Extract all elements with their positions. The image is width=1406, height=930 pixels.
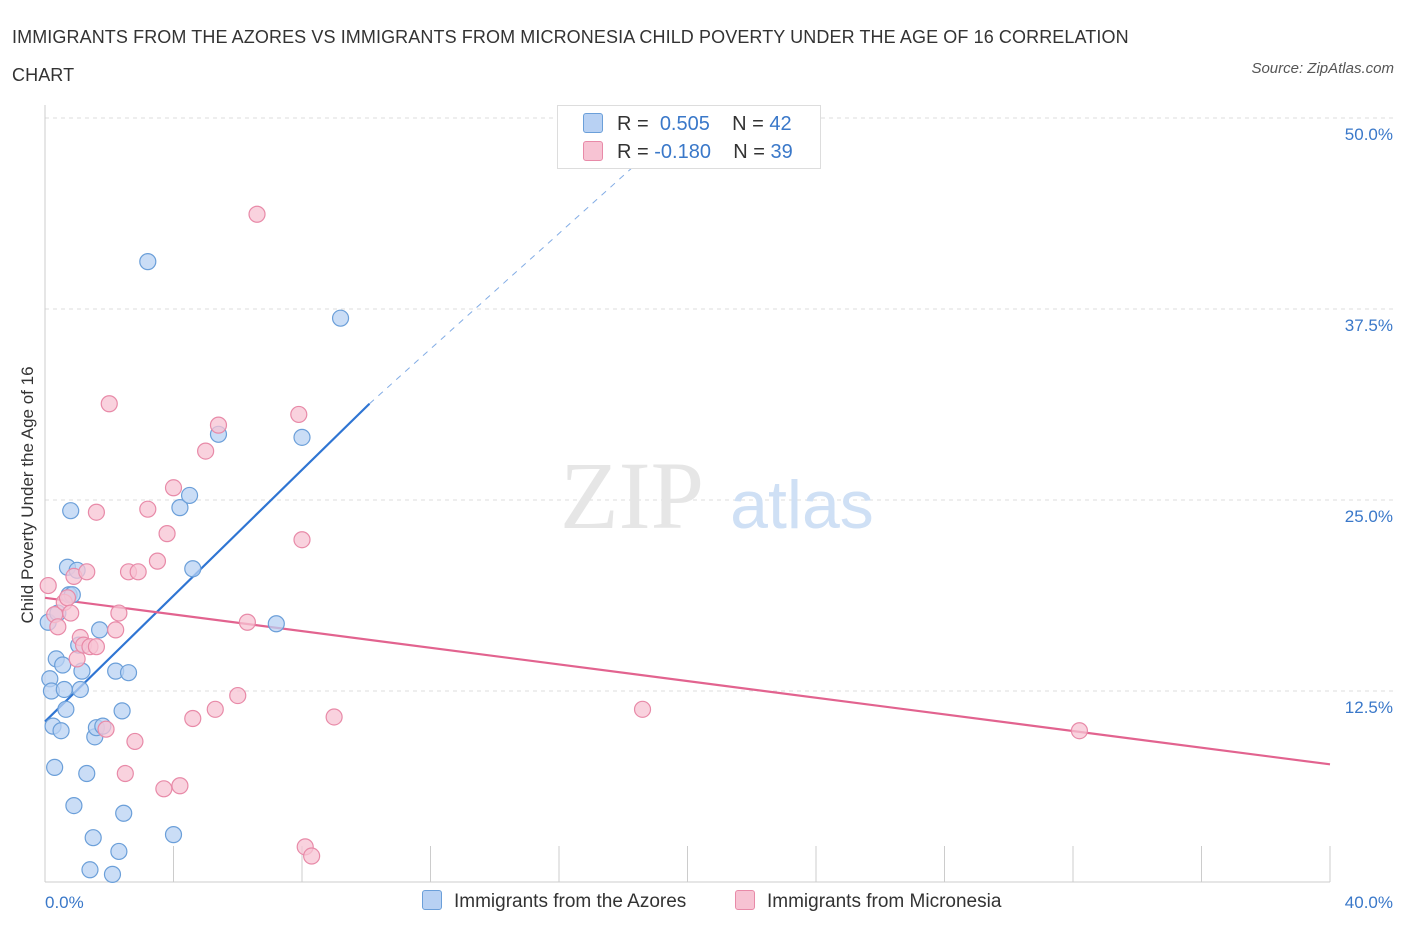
micronesia-point [209, 416, 228, 434]
legend-r-value: -0.180 [654, 141, 711, 163]
azores-point [115, 804, 133, 822]
y-tick-label: 12.5% [1345, 698, 1393, 717]
stats-legend: R = 0.505 N = 42 R = -0.180 N = 39 [557, 105, 821, 169]
micronesia-point [97, 720, 115, 738]
azores-point [184, 560, 202, 578]
watermark-atlas: atlas [730, 467, 874, 543]
azores-trend-line [44, 402, 371, 723]
azores-point [293, 428, 311, 446]
bottom-legend-label-micronesia: Immigrants from Micronesia [767, 891, 1002, 912]
micronesia-point [49, 618, 67, 636]
legend-r-value: 0.505 [659, 113, 710, 135]
micronesia-point [290, 405, 308, 424]
micronesia-point [116, 764, 134, 783]
chart-title: IMMIGRANTS FROM THE AZORES VS IMMIGRANTS… [12, 27, 1129, 85]
micronesia-point [303, 847, 321, 865]
micronesia-point [87, 503, 106, 521]
micronesia-point [62, 604, 80, 622]
micronesia-point [158, 525, 176, 543]
azores-point [57, 700, 75, 718]
micronesia-point [633, 700, 652, 718]
micronesia-point [110, 604, 128, 622]
legend-row-micronesia: R = -0.180 N = 39 [583, 139, 793, 165]
watermark-zip: ZIP [560, 442, 704, 549]
azores-point [171, 499, 189, 517]
micronesia-point [100, 395, 118, 413]
micronesia-point [129, 563, 147, 581]
legend-n-value: 39 [770, 141, 793, 163]
micronesia-point [58, 589, 77, 607]
y-tick-label: 50.0% [1345, 125, 1393, 144]
micronesia-point [197, 442, 215, 460]
legend-swatch-azores [583, 113, 603, 133]
azores-point [139, 253, 157, 271]
micronesia-point [126, 732, 144, 751]
micronesia-point [87, 638, 106, 656]
azores-point [331, 309, 350, 327]
x-tick-label: 40.0% [1345, 893, 1393, 912]
legend-n-value: 42 [769, 113, 792, 135]
micronesia-point [1070, 722, 1089, 740]
micronesia-point [68, 650, 86, 668]
legend-r-label: R = [617, 113, 649, 135]
micronesia-point [206, 700, 224, 718]
legend-r-label: R = [617, 141, 649, 163]
bottom-legend-swatch-azores [422, 890, 442, 910]
y-axis-label: Child Poverty Under the Age of 16 [18, 366, 37, 624]
legend-row-azores: R = 0.505 N = 42 [583, 111, 792, 137]
azores-point [91, 621, 109, 639]
legend-n-label: N = [733, 141, 765, 163]
micronesia-point [238, 613, 256, 631]
micronesia-point [293, 531, 311, 549]
bottom-legend-micronesia: Immigrants from Micronesia [735, 889, 1001, 915]
azores-point [71, 680, 89, 699]
azores-point [103, 865, 122, 883]
azores-point [62, 502, 80, 520]
azores-point [55, 680, 73, 699]
bottom-legend-swatch-micronesia [735, 890, 755, 910]
azores-point [119, 664, 138, 682]
micronesia-point [248, 205, 266, 223]
micronesia-point [325, 708, 343, 726]
micronesia-point [139, 500, 157, 518]
azores-point [180, 486, 199, 505]
azores-point [84, 829, 102, 847]
azores-point [46, 758, 64, 777]
azores-point [65, 796, 83, 815]
micronesia-point [164, 479, 183, 497]
micronesia-point [155, 780, 173, 798]
y-tick-label: 37.5% [1345, 316, 1393, 335]
legend-n-label: N = [732, 113, 764, 135]
micronesia-trend-line [44, 596, 1331, 766]
source-label: Source: ZipAtlas.com [1251, 60, 1394, 77]
azores-point [110, 842, 128, 861]
micronesia-point [78, 563, 96, 581]
bottom-legend-azores: Immigrants from the Azores [422, 889, 686, 915]
micronesia-point [171, 777, 189, 795]
x-tick-label: 0.0% [45, 893, 84, 912]
micronesia-point [184, 709, 202, 728]
legend-swatch-micronesia [583, 141, 603, 161]
azores-point [113, 702, 131, 720]
azores-point [78, 764, 96, 783]
azores-point [54, 656, 72, 674]
azores-point [164, 826, 183, 844]
micronesia-point [107, 621, 125, 639]
micronesia-point [39, 576, 57, 595]
micronesia-point [148, 552, 167, 570]
azores-point [267, 615, 285, 633]
y-tick-label: 25.0% [1345, 507, 1393, 526]
azores-point [81, 861, 99, 879]
micronesia-point [229, 686, 247, 705]
bottom-legend-label-azores: Immigrants from the Azores [454, 891, 687, 912]
azores-point [52, 722, 70, 740]
